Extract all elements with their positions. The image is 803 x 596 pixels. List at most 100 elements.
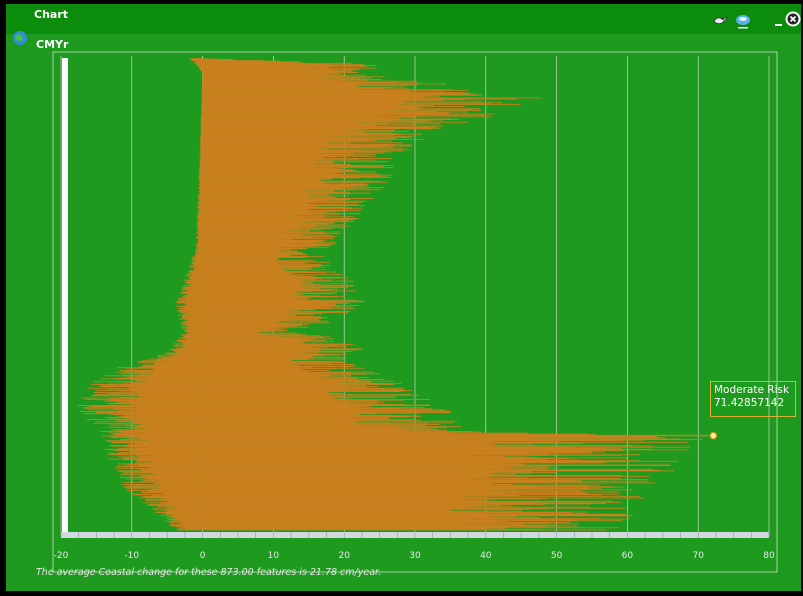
bar: [202, 60, 264, 62]
bar: [202, 439, 702, 441]
bar: [202, 425, 396, 427]
bar: [200, 154, 203, 156]
bar: [198, 178, 203, 180]
bar: [202, 355, 312, 357]
bar: [202, 98, 474, 99]
bar: [202, 458, 547, 460]
bar: [202, 180, 322, 182]
bar: [145, 428, 203, 430]
bar: [198, 220, 203, 222]
bar: [202, 107, 419, 109]
bar: [190, 59, 203, 61]
bar: [197, 232, 203, 234]
bar: [176, 519, 203, 521]
bar: [186, 324, 203, 326]
bar: [202, 329, 270, 331]
bar: [198, 239, 203, 241]
bar: [183, 321, 203, 323]
bar: [201, 128, 203, 130]
bar: [201, 98, 203, 99]
minimize-icon[interactable]: [770, 12, 788, 30]
bar: [202, 225, 320, 226]
x-tick-labels: -20 -10 0 10 20 30 40 50 60 70 80: [54, 551, 775, 561]
bar: [126, 371, 203, 372]
bar: [202, 487, 542, 489]
bar: [200, 152, 203, 153]
bar: [202, 324, 309, 325]
bar: [132, 493, 203, 495]
bar: [201, 91, 203, 93]
bar: [202, 419, 415, 421]
bar: [202, 286, 344, 288]
bar: [135, 380, 203, 382]
bar: [195, 249, 203, 251]
bar: [127, 394, 203, 396]
bar: [202, 416, 410, 418]
bar: [202, 401, 336, 403]
bar: [202, 495, 517, 497]
bar: [202, 284, 321, 286]
bar: [202, 175, 380, 177]
bird-icon[interactable]: [712, 12, 730, 30]
bar: [202, 280, 304, 282]
bar: [202, 353, 308, 355]
bar: [166, 513, 203, 515]
bar: [202, 212, 313, 214]
bar: [202, 486, 614, 488]
bar: [193, 58, 203, 59]
bar: [202, 400, 377, 402]
bar: [202, 440, 623, 442]
bar: [202, 509, 451, 511]
bar: [195, 258, 203, 260]
bar: [202, 335, 322, 337]
bar: [202, 96, 426, 98]
bar: [202, 469, 662, 471]
bar: [199, 183, 203, 185]
bar: [202, 167, 394, 169]
bar: [202, 110, 437, 112]
bar: [135, 468, 203, 470]
bar: [202, 387, 405, 389]
bar: [153, 368, 203, 370]
bar: [150, 466, 203, 468]
bar: [202, 304, 333, 306]
bar: [197, 195, 203, 197]
bar: [196, 260, 203, 262]
bar: [202, 294, 299, 296]
bar: [110, 429, 203, 431]
bar: [202, 315, 295, 317]
bar: [202, 208, 307, 210]
bar: [202, 191, 350, 193]
bar: [202, 494, 602, 496]
bar: [124, 425, 203, 427]
bar: [200, 138, 203, 139]
bar: [123, 420, 203, 422]
bar: [181, 292, 203, 293]
bar: [172, 516, 203, 518]
bar: [181, 307, 203, 309]
bar: [201, 95, 203, 97]
bar: [185, 335, 203, 337]
bar: [185, 338, 203, 340]
bar: [202, 345, 317, 347]
bar: [199, 181, 203, 183]
bar: [197, 201, 203, 203]
bar: [202, 348, 363, 350]
bar: [141, 492, 203, 494]
bar: [202, 490, 582, 492]
globe-icon[interactable]: [734, 12, 752, 30]
bar: [201, 103, 203, 105]
bar: [202, 502, 607, 504]
bar: [200, 192, 203, 193]
bar: [202, 100, 482, 102]
bar: [179, 527, 203, 529]
bar: [189, 319, 203, 321]
bar: [108, 417, 203, 419]
close-icon[interactable]: [784, 10, 801, 28]
bar: [202, 94, 464, 96]
bar: [170, 524, 203, 526]
bar: [202, 250, 298, 252]
bar: [202, 143, 396, 145]
bar: [188, 291, 203, 292]
bar: [202, 185, 369, 186]
